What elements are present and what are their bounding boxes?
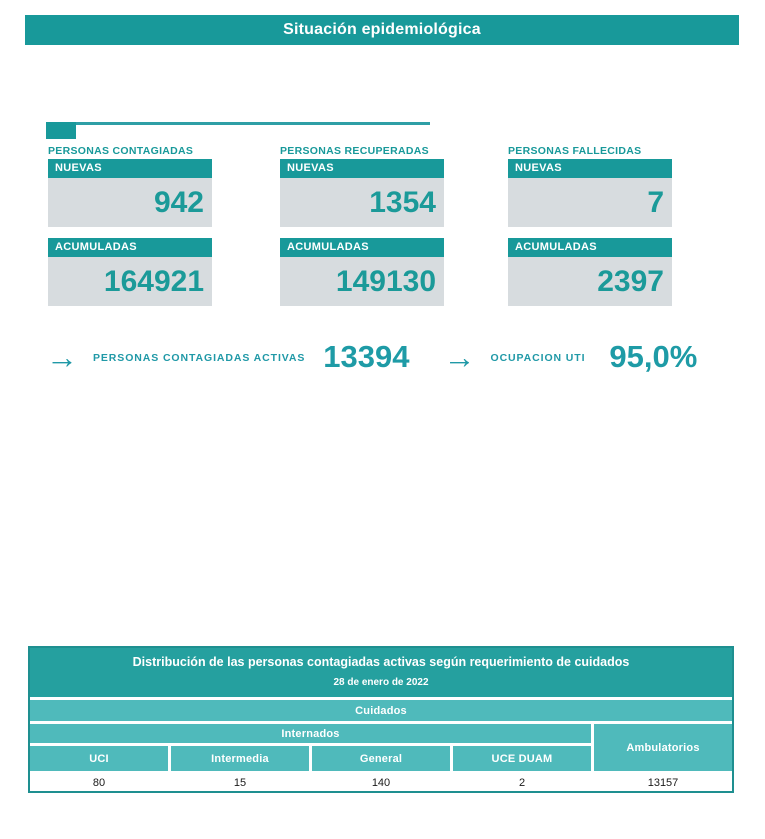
stat-column-contagiadas: PERSONAS CONTAGIADAS NUEVAS 942 ACUMULAD… bbox=[48, 145, 212, 306]
uti-occupancy-label: OCUPACION UTI bbox=[490, 352, 586, 364]
stat-card-header: NUEVAS bbox=[280, 159, 444, 178]
table-column-header-uceduam: UCE DUAM bbox=[453, 746, 591, 771]
stat-card-acumuladas: ACUMULADAS 149130 bbox=[280, 238, 444, 306]
accent-line bbox=[46, 122, 430, 125]
table-cell-uceduam-value: 2 bbox=[453, 774, 591, 791]
stat-column-fallecidas: PERSONAS FALLECIDAS NUEVAS 7 ACUMULADAS … bbox=[508, 145, 672, 306]
table-title: Distribución de las personas contagiadas… bbox=[132, 655, 630, 669]
stat-card-nuevas: NUEVAS 1354 bbox=[280, 159, 444, 227]
stat-card-value: 164921 bbox=[48, 257, 212, 306]
table-cell-uci-value: 80 bbox=[30, 774, 168, 791]
right-arrow-icon: → bbox=[443, 339, 476, 375]
stat-column-recuperadas: PERSONAS RECUPERADAS NUEVAS 1354 ACUMULA… bbox=[280, 145, 444, 306]
stat-card-header: ACUMULADAS bbox=[508, 238, 672, 257]
table-column-header-uci: UCI bbox=[30, 746, 168, 771]
table-date: 28 de enero de 2022 bbox=[333, 677, 429, 688]
actives-summary-row: → PERSONAS CONTAGIADAS ACTIVAS 13394 → O… bbox=[46, 337, 706, 377]
table-header: Distribución de las personas contagiadas… bbox=[30, 648, 732, 697]
accent-square bbox=[46, 122, 76, 139]
stat-card-header: NUEVAS bbox=[48, 159, 212, 178]
table-grid: Cuidados Internados Ambulatorios UCI Int… bbox=[30, 700, 732, 791]
table-column-header-general: General bbox=[312, 746, 450, 771]
table-column-header-intermedia: Intermedia bbox=[171, 746, 309, 771]
table-cell-ambulatorios-value: 13157 bbox=[594, 774, 732, 791]
stat-card-value: 942 bbox=[48, 178, 212, 227]
stat-card-value: 1354 bbox=[280, 178, 444, 227]
stat-card-value: 2397 bbox=[508, 257, 672, 306]
stat-card-nuevas: NUEVAS 942 bbox=[48, 159, 212, 227]
uti-occupancy-value: 95,0% bbox=[609, 339, 698, 374]
stat-column-title: PERSONAS FALLECIDAS bbox=[508, 145, 642, 157]
stat-card-nuevas: NUEVAS 7 bbox=[508, 159, 672, 227]
stat-card-acumuladas: ACUMULADAS 2397 bbox=[508, 238, 672, 306]
stat-column-title: PERSONAS CONTAGIADAS bbox=[48, 145, 194, 157]
table-cell-general-value: 140 bbox=[312, 774, 450, 791]
table-column-header-ambulatorios: Ambulatorios bbox=[594, 724, 732, 771]
table-subgroup-header: Internados bbox=[30, 724, 591, 743]
table-group-header: Cuidados bbox=[30, 700, 732, 721]
stat-card-value: 7 bbox=[508, 178, 672, 227]
distribution-table: Distribución de las personas contagiadas… bbox=[28, 646, 734, 793]
page-title: Situación epidemiológica bbox=[25, 15, 739, 45]
stat-column-title: PERSONAS RECUPERADAS bbox=[280, 145, 429, 157]
stat-card-header: ACUMULADAS bbox=[280, 238, 444, 257]
stat-card-header: ACUMULADAS bbox=[48, 238, 212, 257]
stat-card-value: 149130 bbox=[280, 257, 444, 306]
actives-value: 13394 bbox=[323, 339, 410, 374]
stat-card-header: NUEVAS bbox=[508, 159, 672, 178]
actives-label: PERSONAS CONTAGIADAS ACTIVAS bbox=[93, 352, 306, 364]
table-cell-intermedia-value: 15 bbox=[171, 774, 309, 791]
right-arrow-icon: → bbox=[46, 339, 78, 375]
stat-card-acumuladas: ACUMULADAS 164921 bbox=[48, 238, 212, 306]
